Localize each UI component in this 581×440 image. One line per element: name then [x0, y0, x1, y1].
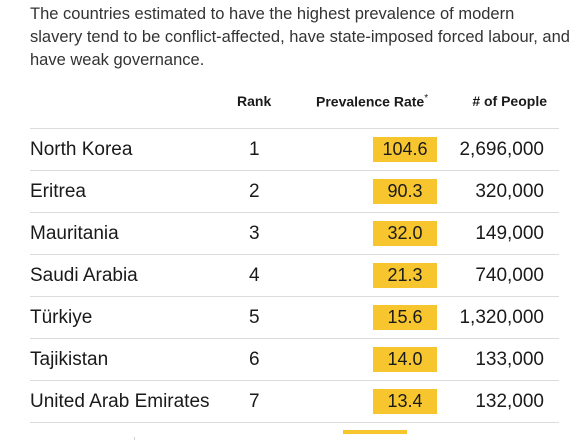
country-cell: Mauritania: [30, 223, 119, 244]
table-row: Tajikistan 6 14.0 133,000: [30, 339, 559, 381]
table-row: Mauritania 3 32.0 149,000: [30, 213, 559, 255]
country-cell: Eritrea: [30, 181, 86, 202]
country-cell: Türkiye: [30, 307, 93, 328]
header-rank: Rank: [237, 93, 272, 109]
rank-cell: 6: [249, 349, 260, 370]
people-cell: 740,000: [475, 265, 544, 286]
rank-cell: 1: [249, 139, 260, 160]
table-row: Türkiye 5 15.6 1,320,000: [30, 297, 559, 339]
people-cell: 149,000: [475, 223, 544, 244]
country-cell: North Korea: [30, 139, 133, 160]
people-cell: 133,000: [475, 349, 544, 370]
table-row: Saudi Arabia 4 21.3 740,000: [30, 255, 559, 297]
prevalence-table: Rank Prevalence Rate* # of People North …: [30, 86, 559, 423]
rank-cell: 4: [249, 265, 260, 286]
people-cell: 1,320,000: [459, 307, 544, 328]
table-row: Eritrea 2 90.3 320,000: [30, 171, 559, 213]
people-cell: 320,000: [475, 181, 544, 202]
rank-cell: 5: [249, 307, 260, 328]
next-row-highlight-partial: [343, 430, 407, 434]
table-row: North Korea 1 104.6 2,696,000: [30, 129, 559, 171]
footnote-mark: *: [424, 93, 429, 104]
rank-cell: 2: [249, 181, 260, 202]
people-cell: 132,000: [475, 391, 544, 412]
intro-text: The countries estimated to have the high…: [30, 5, 570, 69]
prevalence-rate-badge: 15.6: [373, 305, 437, 330]
prevalence-rate-badge: 104.6: [373, 137, 437, 162]
prevalence-rate-badge: 14.0: [373, 347, 437, 372]
rank-cell: 3: [249, 223, 260, 244]
rank-cell: 7: [249, 391, 260, 412]
header-number-of-people: # of People: [472, 93, 547, 109]
country-cell: Tajikistan: [30, 349, 109, 370]
people-cell: 2,696,000: [459, 139, 544, 160]
country-cell: Saudi Arabia: [30, 265, 138, 286]
header-prevalence-rate-label: Prevalence Rate: [316, 93, 425, 110]
header-prevalence-rate: Prevalence Rate*: [316, 93, 428, 110]
divider-tick: [134, 437, 135, 440]
table-header: Rank Prevalence Rate* # of People: [30, 86, 559, 129]
table-row: United Arab Emirates 7 13.4 132,000: [30, 381, 559, 423]
prevalence-rate-badge: 90.3: [373, 179, 437, 204]
country-cell: United Arab Emirates: [30, 391, 210, 412]
prevalence-rate-badge: 21.3: [373, 263, 437, 288]
prevalence-rate-badge: 32.0: [373, 221, 437, 246]
prevalence-rate-badge: 13.4: [373, 389, 437, 414]
